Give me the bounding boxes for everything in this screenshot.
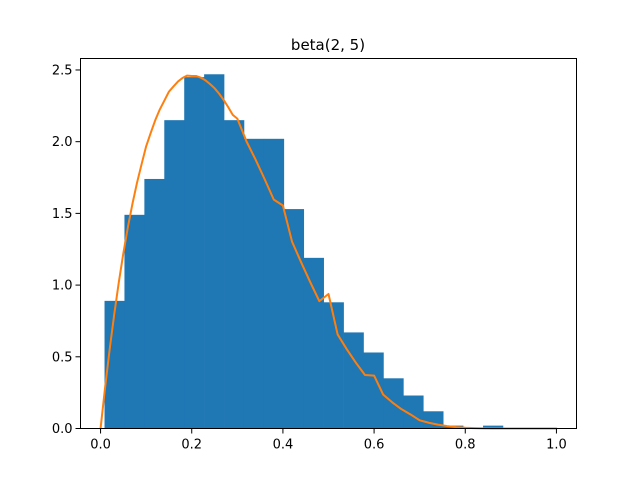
histogram-bar bbox=[283, 209, 305, 429]
histogram-bar bbox=[104, 300, 125, 429]
y-tick-label: 0.0 bbox=[52, 422, 73, 437]
plot-frame bbox=[80, 58, 577, 429]
y-tick-label: 1.0 bbox=[52, 279, 73, 294]
histogram-bar bbox=[204, 74, 225, 429]
histogram-bar bbox=[363, 352, 384, 429]
histogram-bar bbox=[164, 120, 185, 429]
histogram-bar bbox=[184, 77, 205, 429]
y-tick-label: 2.0 bbox=[52, 135, 73, 150]
y-tick-label: 2.5 bbox=[52, 63, 73, 78]
histogram-bar bbox=[243, 138, 265, 429]
histogram-bar bbox=[303, 257, 324, 429]
y-tick-label: 1.5 bbox=[52, 207, 73, 222]
x-tick-label: 0.6 bbox=[364, 438, 385, 453]
density-curve-layer bbox=[99, 74, 558, 430]
x-tick-label: 1.0 bbox=[546, 438, 567, 453]
histogram-bar bbox=[483, 425, 504, 429]
histogram-bars bbox=[104, 74, 504, 429]
density-curve bbox=[99, 74, 558, 430]
x-tick-label: 0.2 bbox=[181, 438, 202, 453]
x-tick-label: 0.4 bbox=[273, 438, 294, 453]
histogram-bar bbox=[144, 178, 165, 429]
histogram-bar bbox=[124, 214, 145, 429]
y-axis: 0.0 0.5 1.0 1.5 2.0 2.5 bbox=[52, 63, 81, 437]
histogram-bar bbox=[323, 302, 344, 429]
histogram-bar bbox=[343, 332, 364, 429]
x-tick-label: 0.8 bbox=[455, 438, 476, 453]
y-tick-label: 0.5 bbox=[52, 350, 73, 365]
x-axis: 0.0 0.2 0.4 0.6 0.8 1.0 bbox=[90, 428, 567, 453]
chart-title: beta(2, 5) bbox=[291, 36, 365, 54]
x-tick-label: 0.0 bbox=[90, 438, 111, 453]
histogram-bar bbox=[224, 120, 245, 429]
histogram-bar bbox=[263, 138, 285, 429]
